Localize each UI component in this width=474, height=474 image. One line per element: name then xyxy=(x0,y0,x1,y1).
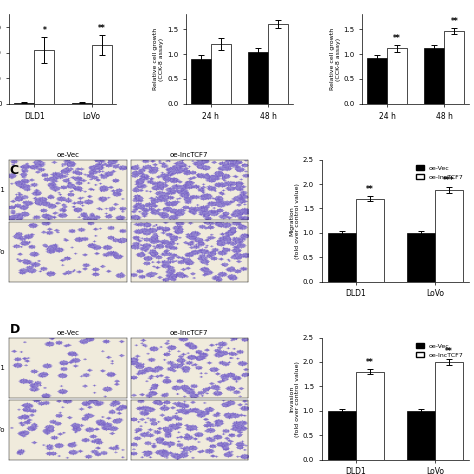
Bar xyxy=(191,59,211,104)
Title: oe-lncTCF7: oe-lncTCF7 xyxy=(170,152,209,158)
Bar xyxy=(211,44,231,104)
Text: **: ** xyxy=(445,347,453,356)
Text: **: ** xyxy=(393,34,401,43)
Y-axis label: DLD1: DLD1 xyxy=(0,187,5,193)
Legend: oe-Vec, oe-lncTCF7: oe-Vec, oe-lncTCF7 xyxy=(414,341,466,360)
Y-axis label: Migration
(fold over control value): Migration (fold over control value) xyxy=(289,183,300,259)
Bar xyxy=(248,52,268,104)
Legend: oe-Vec, oe-lncTCF7: oe-Vec, oe-lncTCF7 xyxy=(414,163,466,182)
Bar xyxy=(445,31,465,104)
Bar xyxy=(387,48,407,104)
Y-axis label: LoVo: LoVo xyxy=(0,249,5,255)
Bar xyxy=(14,102,34,104)
Bar xyxy=(424,48,445,104)
Text: *: * xyxy=(42,27,46,36)
Y-axis label: LoVo: LoVo xyxy=(0,427,5,433)
Bar xyxy=(328,233,356,282)
Y-axis label: Invasion
(fold over control value): Invasion (fold over control value) xyxy=(289,361,300,437)
Text: D: D xyxy=(9,323,20,336)
Y-axis label: DLD1: DLD1 xyxy=(0,365,5,371)
Text: **: ** xyxy=(98,24,105,33)
Bar xyxy=(72,102,91,104)
Bar xyxy=(328,411,356,460)
Title: oe-lncTCF7: oe-lncTCF7 xyxy=(170,330,209,336)
Bar xyxy=(435,190,463,282)
Bar xyxy=(268,24,288,104)
Bar xyxy=(34,50,55,104)
Y-axis label: Relative cell growth
(CCK-8 assay): Relative cell growth (CCK-8 assay) xyxy=(330,28,341,90)
Text: **: ** xyxy=(450,17,458,26)
Text: **: ** xyxy=(366,185,374,194)
Bar xyxy=(407,411,435,460)
Title: oe-Vec: oe-Vec xyxy=(57,152,80,158)
Bar xyxy=(91,45,111,104)
Text: ***: *** xyxy=(443,175,455,184)
Title: oe-Vec: oe-Vec xyxy=(57,330,80,336)
Bar xyxy=(356,372,383,460)
Bar xyxy=(367,57,387,104)
Text: C: C xyxy=(9,164,18,176)
Y-axis label: Relative cell growth
(CCK-8 assay): Relative cell growth (CCK-8 assay) xyxy=(154,28,164,90)
Bar xyxy=(407,233,435,282)
Bar xyxy=(435,362,463,460)
Text: **: ** xyxy=(366,358,374,367)
Bar xyxy=(356,199,383,282)
